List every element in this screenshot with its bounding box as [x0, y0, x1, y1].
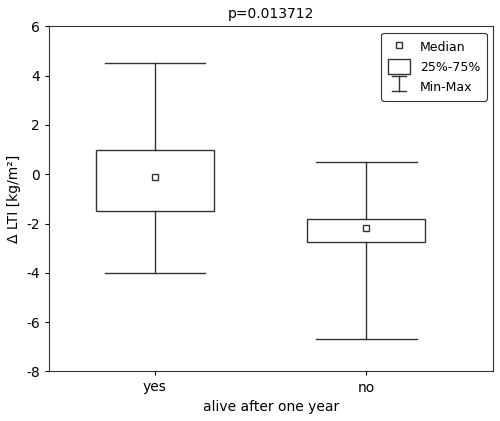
- X-axis label: alive after one year: alive after one year: [203, 400, 340, 414]
- Bar: [96, 149, 214, 211]
- Y-axis label: Δ LTI [kg/m²]: Δ LTI [kg/m²]: [7, 155, 21, 243]
- Title: p=0.013712: p=0.013712: [228, 7, 314, 21]
- Bar: [307, 218, 426, 242]
- Legend: Median, 25%-75%, Min-Max: Median, 25%-75%, Min-Max: [382, 32, 487, 101]
